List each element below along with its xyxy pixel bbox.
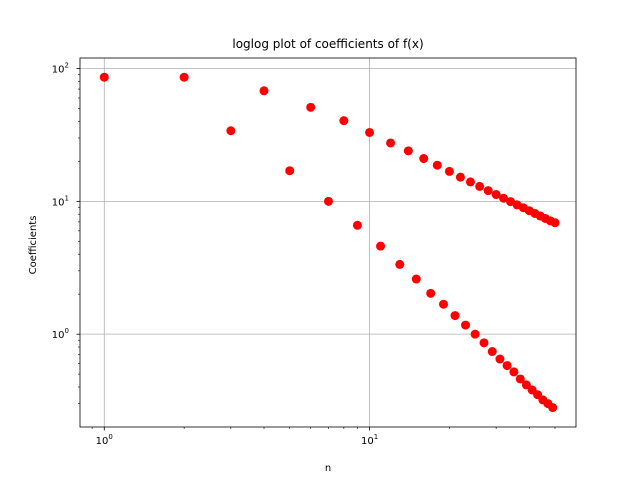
data-point — [426, 288, 436, 298]
data-point — [285, 166, 295, 176]
data-point — [226, 126, 236, 136]
data-points — [99, 72, 560, 413]
data-point — [499, 193, 509, 203]
data-point — [376, 241, 386, 251]
data-point — [465, 177, 475, 187]
data-point — [521, 380, 531, 390]
y-axis-label: Coefficients — [28, 216, 39, 275]
data-point — [502, 361, 512, 371]
data-point — [179, 72, 189, 82]
data-point — [339, 116, 349, 126]
y-tick-label: 100 — [52, 327, 69, 341]
data-point — [444, 166, 454, 176]
data-point — [483, 186, 493, 196]
major-ticks — [76, 68, 370, 431]
data-point — [352, 220, 362, 230]
data-point — [395, 259, 405, 269]
minor-ticks — [78, 74, 556, 429]
data-point — [439, 299, 449, 309]
data-point — [550, 218, 560, 228]
data-point — [479, 338, 489, 348]
data-point — [515, 374, 525, 384]
y-tick-label: 101 — [52, 194, 69, 208]
grid — [80, 58, 576, 427]
data-point — [470, 329, 480, 339]
data-point — [548, 403, 558, 413]
data-point — [509, 367, 519, 377]
data-point — [323, 196, 333, 206]
data-point — [99, 72, 109, 82]
data-point — [495, 354, 505, 364]
data-point — [419, 154, 429, 164]
data-point — [491, 190, 501, 200]
data-point — [475, 181, 485, 191]
data-point — [455, 172, 465, 182]
tick-labels: 100 101 100 101 102 — [52, 62, 378, 447]
data-point — [411, 274, 421, 284]
data-point — [432, 160, 442, 170]
data-point — [386, 138, 396, 148]
x-tick-label: 101 — [361, 433, 378, 447]
data-point — [365, 127, 375, 137]
y-tick-label: 102 — [52, 62, 69, 76]
x-tick-label: 100 — [96, 433, 113, 447]
data-point — [306, 102, 316, 112]
plot-frame — [79, 57, 577, 428]
data-point — [461, 320, 471, 330]
chart-title: loglog plot of coefficients of f(x) — [232, 37, 423, 51]
data-point — [403, 146, 413, 156]
data-point — [259, 86, 269, 96]
data-point — [487, 347, 497, 357]
x-axis-label: n — [325, 463, 331, 474]
data-point — [450, 311, 460, 321]
